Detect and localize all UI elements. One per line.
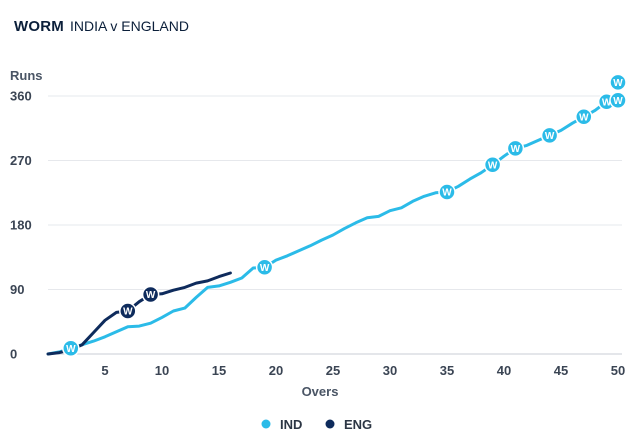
y-axis: 0 90 180 270 360 — [10, 89, 32, 362]
wicket-circle — [119, 302, 137, 320]
chart-title: WORM — [14, 18, 64, 35]
wicket-label: W — [613, 96, 623, 107]
wicket-label: W — [488, 160, 498, 171]
y-tick-label: 90 — [10, 282, 24, 297]
wicket-circle — [609, 73, 627, 92]
wicket-circle — [141, 285, 160, 304]
wicket-label: W — [123, 307, 133, 318]
wicket-marker-ind: W — [575, 108, 593, 126]
wicket-label: W — [579, 112, 589, 123]
x-tick-label: 45 — [554, 363, 568, 378]
gridlines — [48, 95, 622, 290]
legend: IND ENG — [261, 417, 372, 432]
wicket-marker-ind: W — [609, 91, 627, 110]
y-axis-title: Runs — [10, 68, 43, 83]
x-tick-label: 35 — [440, 363, 454, 378]
legend-label: ENG — [344, 417, 372, 432]
wicket-circle — [438, 183, 456, 201]
y-tick-label: 270 — [10, 153, 32, 168]
wicket-circle — [506, 139, 525, 158]
wicket-marker-eng: W — [141, 285, 160, 304]
wicket-circle — [483, 156, 502, 174]
x-tick-label: 20 — [269, 363, 283, 378]
wicket-label: W — [511, 144, 521, 155]
wicket-label: W — [146, 290, 156, 301]
legend-item-eng: ENG — [325, 417, 372, 432]
x-tick-label: 10 — [155, 363, 169, 378]
wicket-label: W — [442, 188, 452, 199]
x-tick-label: 50 — [611, 363, 625, 378]
wicket-marker-ind: W — [506, 139, 525, 158]
wicket-marker-ind: W — [438, 183, 456, 201]
x-tick-label: 25 — [326, 363, 340, 378]
x-tick-label: 30 — [383, 363, 397, 378]
wicket-circle — [62, 339, 80, 358]
wicket-label: W — [66, 344, 76, 355]
legend-label: IND — [280, 417, 302, 432]
wicket-marker-ind: W — [540, 126, 559, 145]
wicket-circle — [255, 258, 274, 277]
legend-swatch — [261, 419, 271, 429]
wicket-label: W — [260, 263, 270, 274]
y-tick-label: 0 — [10, 347, 17, 362]
x-tick-label: 15 — [212, 363, 226, 378]
legend-swatch — [325, 419, 335, 429]
wicket-marker-ind: W — [255, 258, 274, 277]
wicket-circle — [540, 126, 559, 145]
x-tick-label: 40 — [497, 363, 511, 378]
chart-header: WORM INDIA v ENGLAND — [14, 18, 189, 35]
wicket-circle — [609, 91, 627, 110]
y-tick-label: 360 — [10, 89, 32, 104]
legend-item-ind: IND — [261, 417, 302, 432]
wicket-label: W — [545, 131, 555, 142]
wicket-marker-eng: W — [119, 302, 137, 320]
y-tick-label: 180 — [10, 218, 32, 233]
x-tick-label: 5 — [101, 363, 108, 378]
wicket-label: W — [602, 97, 612, 108]
x-axis-title: Overs — [302, 384, 339, 399]
wicket-marker-ind: W — [483, 156, 502, 174]
x-axis: 5 10 15 20 25 30 35 40 45 50 — [48, 353, 625, 378]
wicket-circle — [575, 108, 593, 126]
wicket-label: W — [613, 78, 623, 89]
wicket-marker-ind: W — [609, 73, 627, 92]
wicket-marker-ind: W — [62, 339, 80, 358]
chart-subtitle: INDIA v ENGLAND — [69, 18, 189, 34]
